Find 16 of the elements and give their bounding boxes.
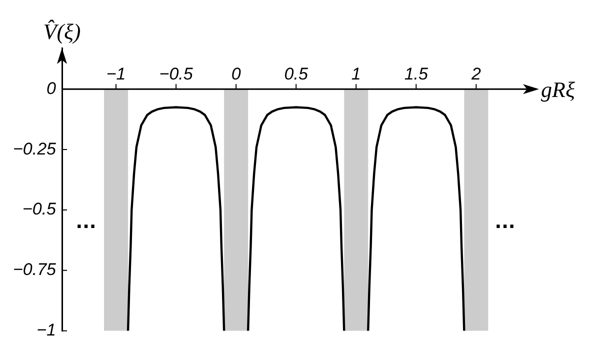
x-axis-title: gRξ — [541, 76, 576, 102]
x-tick-label: 1.5 — [404, 64, 429, 84]
x-tick-label: −1 — [106, 64, 126, 84]
y-tick-label: −0.75 — [12, 260, 57, 280]
y-tick-label: −1 — [36, 320, 56, 340]
annotation: ... — [76, 212, 96, 234]
x-tick-label: 2 — [470, 64, 482, 84]
y-axis-title: V̂(ξ) — [43, 18, 81, 44]
y-tick-label: −0.25 — [12, 139, 57, 158]
annotation: ... — [494, 212, 516, 234]
y-tick-label: 0 — [46, 78, 57, 98]
y-tick-label: −0.5 — [22, 200, 57, 219]
x-tick-label: 0 — [231, 64, 242, 84]
x-tick-label: −0.5 — [159, 64, 194, 84]
x-tick-label: 1 — [351, 64, 361, 84]
x-tick-label: 0.5 — [284, 64, 308, 84]
